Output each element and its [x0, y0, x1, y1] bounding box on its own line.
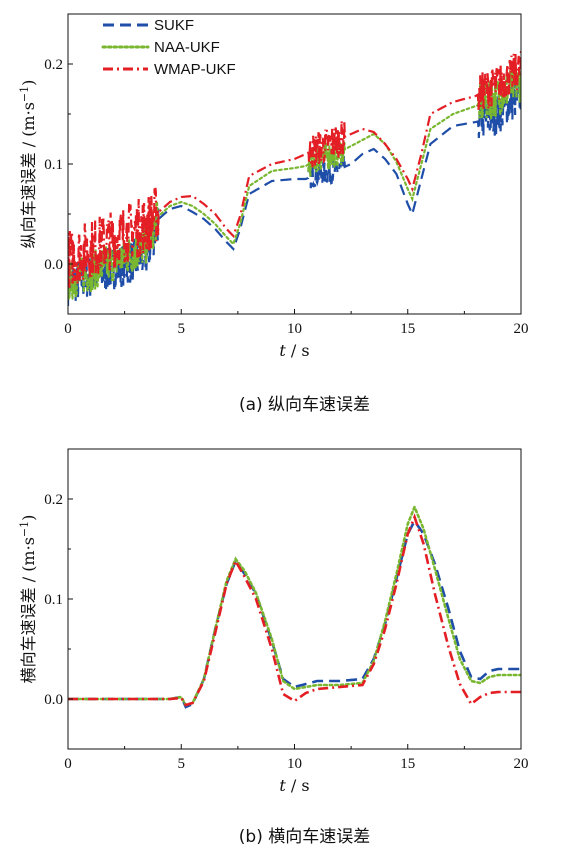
- y-axis-label: 纵向车速误差 / (m·s−1): [18, 80, 38, 249]
- x-axis-label-var: t: [279, 341, 286, 360]
- y-axis-label-close: ): [19, 515, 38, 521]
- series-line-wmap-ukf: [68, 513, 521, 707]
- plot-area: [68, 503, 521, 709]
- x-axis-label: t / s: [279, 776, 309, 795]
- panel-caption: (a) 纵向车速误差: [239, 395, 370, 415]
- y-axis-label-sup: −1: [18, 86, 31, 102]
- legend-label: SUKF: [154, 17, 194, 34]
- x-axis-label-var: t: [279, 776, 286, 795]
- x-tick-label: 20: [514, 756, 529, 772]
- series-line-sukf: [68, 518, 521, 709]
- y-axis-label-close: ): [19, 80, 38, 86]
- x-tick-label: 0: [64, 756, 72, 772]
- y-axis-label-text: 横向车速误差 / (m·s: [19, 537, 38, 683]
- x-axis-label-unit: / s: [286, 341, 310, 360]
- y-tick-label: 0.1: [44, 592, 63, 608]
- x-axis-label: t / s: [279, 341, 309, 360]
- x-tick-label: 5: [178, 756, 186, 772]
- x-tick-label: 20: [514, 321, 529, 337]
- x-tick-label: 10: [287, 321, 302, 337]
- panel-caption: (b) 横向车速误差: [239, 827, 370, 847]
- legend-label: WMAP-UKF: [154, 61, 236, 78]
- plot-frame: [67, 448, 522, 750]
- x-tick-label: 10: [287, 756, 302, 772]
- legend-label: NAA-UKF: [154, 39, 220, 56]
- x-tick-label: 0: [64, 321, 72, 337]
- x-tick-label: 5: [178, 321, 186, 337]
- series-line-naa-ukf: [68, 503, 521, 707]
- y-axis-label-text: 纵向车速误差 / (m·s: [19, 102, 38, 248]
- plot-area: [68, 49, 521, 307]
- y-tick-label: 0.0: [44, 692, 63, 708]
- y-tick-label: 0.2: [44, 57, 63, 73]
- y-tick-label: 0.1: [44, 157, 63, 173]
- chart-panel-a: 0 5 10 15 20 0.0 0.1 0.2 t / s 纵向车速误差 / (m·s−1) (a…: [18, 13, 529, 415]
- chart-panel-b: 0 5 10 15 20 0.0 0.1 0.2 t / s 横向车速误差 / (m·s−1) (b…: [18, 448, 529, 847]
- legend: SUKF NAA-UKF WMAP-UKF: [101, 17, 236, 78]
- y-tick-label: 0.2: [44, 492, 63, 508]
- x-tick-label: 15: [400, 321, 415, 337]
- y-axis-label: 横向车速误差 / (m·s−1): [18, 515, 38, 684]
- y-axis-label-sup: −1: [18, 521, 31, 537]
- x-tick-label: 15: [400, 756, 415, 772]
- y-tick-label: 0.0: [44, 257, 63, 273]
- series-line-naa-ukf: [68, 67, 521, 300]
- x-axis-label-unit: / s: [286, 776, 310, 795]
- series-line-wmap-ukf: [68, 49, 521, 288]
